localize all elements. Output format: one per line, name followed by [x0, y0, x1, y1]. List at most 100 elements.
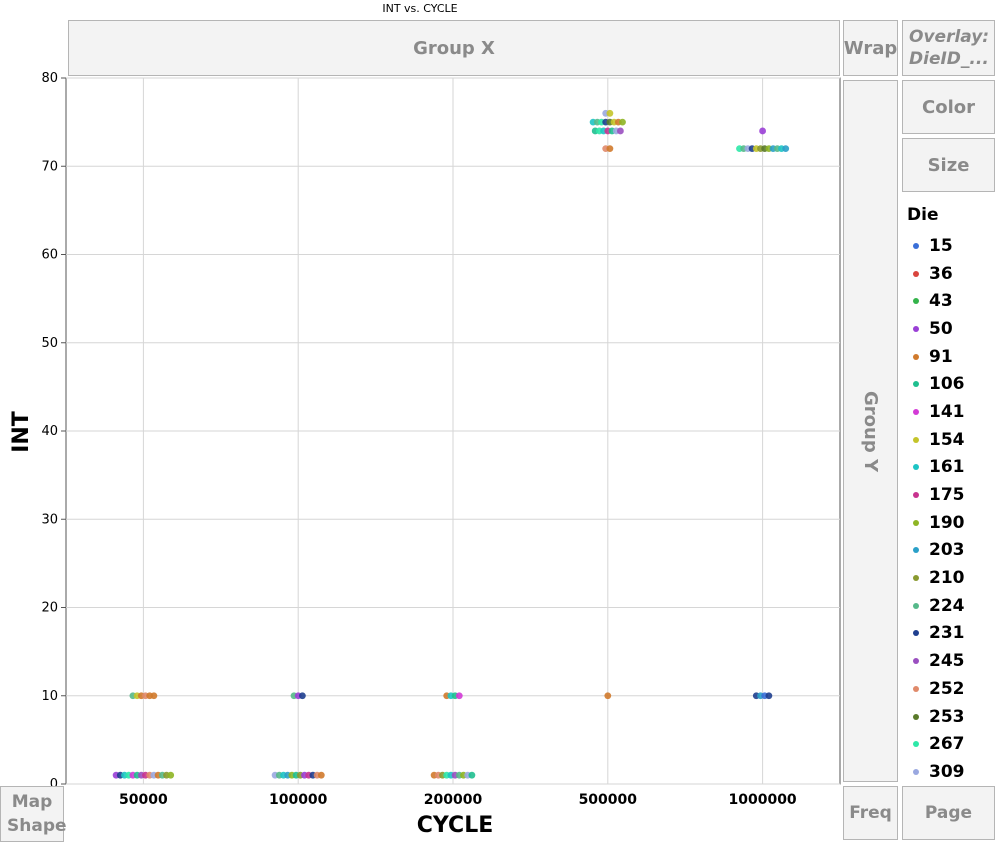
- legend-item[interactable]: 161: [903, 454, 999, 482]
- group-y-zone[interactable]: Group Y: [843, 80, 898, 782]
- group-x-zone[interactable]: Group X: [68, 20, 840, 76]
- legend-marker-icon: [913, 242, 919, 249]
- data-point[interactable]: [317, 771, 325, 779]
- page-zone[interactable]: Page: [902, 786, 995, 840]
- legend-marker-icon: [913, 298, 919, 305]
- group-y-label: Group Y: [860, 390, 881, 472]
- legend-marker-icon: [913, 408, 919, 415]
- color-label: Color: [922, 96, 975, 118]
- legend-marker-icon: [913, 381, 919, 388]
- legend-item[interactable]: 141: [903, 398, 999, 426]
- data-point[interactable]: [455, 692, 463, 700]
- legend-item[interactable]: 106: [903, 370, 999, 398]
- legend-label: 91: [929, 346, 953, 367]
- overlay-zone[interactable]: Overlay: DieID_...: [902, 20, 995, 76]
- legend-marker-icon: [913, 492, 919, 499]
- legend-label: 231: [929, 623, 965, 644]
- legend-label: 161: [929, 457, 965, 478]
- legend-label: 106: [929, 374, 965, 395]
- legend-label: 252: [929, 678, 965, 699]
- legend-label: 253: [929, 706, 965, 727]
- x-tick-label: 50000: [119, 792, 168, 808]
- legend-title: Die: [907, 205, 939, 225]
- legend-label: 141: [929, 401, 965, 422]
- y-tick-label: 0: [50, 777, 58, 792]
- legend-marker-icon: [913, 353, 919, 360]
- data-point[interactable]: [299, 692, 306, 700]
- legend-item[interactable]: 190: [903, 509, 999, 537]
- data-point[interactable]: [606, 145, 614, 153]
- legend-marker-icon: [913, 436, 919, 443]
- legend-item[interactable]: 224: [903, 592, 999, 620]
- y-tick-label: 70: [41, 159, 58, 174]
- legend-label: 50: [929, 318, 953, 339]
- legend-item[interactable]: 203: [903, 537, 999, 565]
- y-tick-label: 30: [41, 512, 58, 527]
- x-tick-label: 1000000: [728, 792, 796, 808]
- data-point[interactable]: [617, 127, 624, 135]
- size-zone[interactable]: Size: [902, 138, 995, 192]
- group-x-label: Group X: [413, 37, 495, 59]
- wrap-label: Wrap: [843, 37, 898, 59]
- legend-label: 267: [929, 734, 965, 755]
- data-point[interactable]: [619, 118, 626, 126]
- legend-item[interactable]: 210: [903, 564, 999, 592]
- legend-label: 175: [929, 485, 965, 506]
- legend-label: 15: [929, 235, 953, 256]
- y-tick-label: 10: [41, 689, 58, 704]
- legend-marker-icon: [913, 768, 919, 775]
- y-tick-label: 80: [41, 71, 58, 86]
- grid-lines: [66, 77, 840, 785]
- data-point[interactable]: [167, 771, 175, 779]
- legend-marker-icon: [913, 575, 919, 582]
- legend-item[interactable]: 267: [903, 730, 999, 758]
- size-label: Size: [927, 154, 970, 176]
- x-axis-title: CYCLE: [417, 813, 493, 838]
- data-point[interactable]: [765, 692, 773, 700]
- legend-marker-icon: [913, 325, 919, 332]
- x-tick-label: 200000: [424, 792, 483, 808]
- freq-zone[interactable]: Freq: [843, 786, 898, 840]
- data-point[interactable]: [606, 109, 614, 117]
- data-point[interactable]: [604, 692, 612, 700]
- legend-label: 203: [929, 540, 965, 561]
- x-axis-ticks: 50000 100000 200000 500000 1000000: [119, 792, 797, 808]
- legend-marker-icon: [913, 630, 919, 637]
- color-zone[interactable]: Color: [902, 80, 995, 134]
- data-point[interactable]: [759, 127, 766, 135]
- legend-item[interactable]: 253: [903, 703, 999, 731]
- wrap-zone[interactable]: Wrap: [843, 20, 898, 76]
- legend-marker-icon: [913, 658, 919, 665]
- legend-item[interactable]: 245: [903, 647, 999, 675]
- legend-item[interactable]: 309: [903, 758, 999, 786]
- page-label: Page: [924, 803, 973, 823]
- legend-label: 190: [929, 512, 965, 533]
- legend-item[interactable]: 15: [903, 232, 999, 260]
- legend-item[interactable]: 252: [903, 675, 999, 703]
- legend-marker-icon: [913, 602, 919, 609]
- legend-marker-icon: [913, 713, 919, 720]
- legend-item[interactable]: 91: [903, 343, 999, 371]
- data-point[interactable]: [782, 145, 790, 153]
- legend-marker-icon: [913, 685, 919, 692]
- y-tick-label: 20: [41, 601, 58, 616]
- legend-marker-icon: [913, 741, 919, 748]
- legend-marker-icon: [913, 547, 919, 554]
- y-tick-label: 40: [41, 424, 58, 439]
- legend-marker-icon: [913, 519, 919, 526]
- map-shape-label: Map Shape: [7, 792, 67, 836]
- legend-item[interactable]: 50: [903, 315, 999, 343]
- data-point[interactable]: [150, 692, 158, 700]
- legend-item[interactable]: 43: [903, 287, 999, 315]
- data-point[interactable]: [468, 771, 476, 779]
- legend: Die 15 36 43 50 91 106 141 154 161 175 190 203 210 22…: [903, 205, 999, 786]
- legend-items: 15 36 43 50 91 106 141 154 161 175 190 203 210 224 231…: [903, 232, 999, 786]
- x-tick-label: 100000: [269, 792, 328, 808]
- legend-item[interactable]: 36: [903, 260, 999, 288]
- legend-label: 210: [929, 568, 965, 589]
- map-shape-zone[interactable]: Map Shape: [0, 786, 67, 842]
- legend-item[interactable]: 175: [903, 481, 999, 509]
- legend-item[interactable]: 231: [903, 620, 999, 648]
- legend-item[interactable]: 154: [903, 426, 999, 454]
